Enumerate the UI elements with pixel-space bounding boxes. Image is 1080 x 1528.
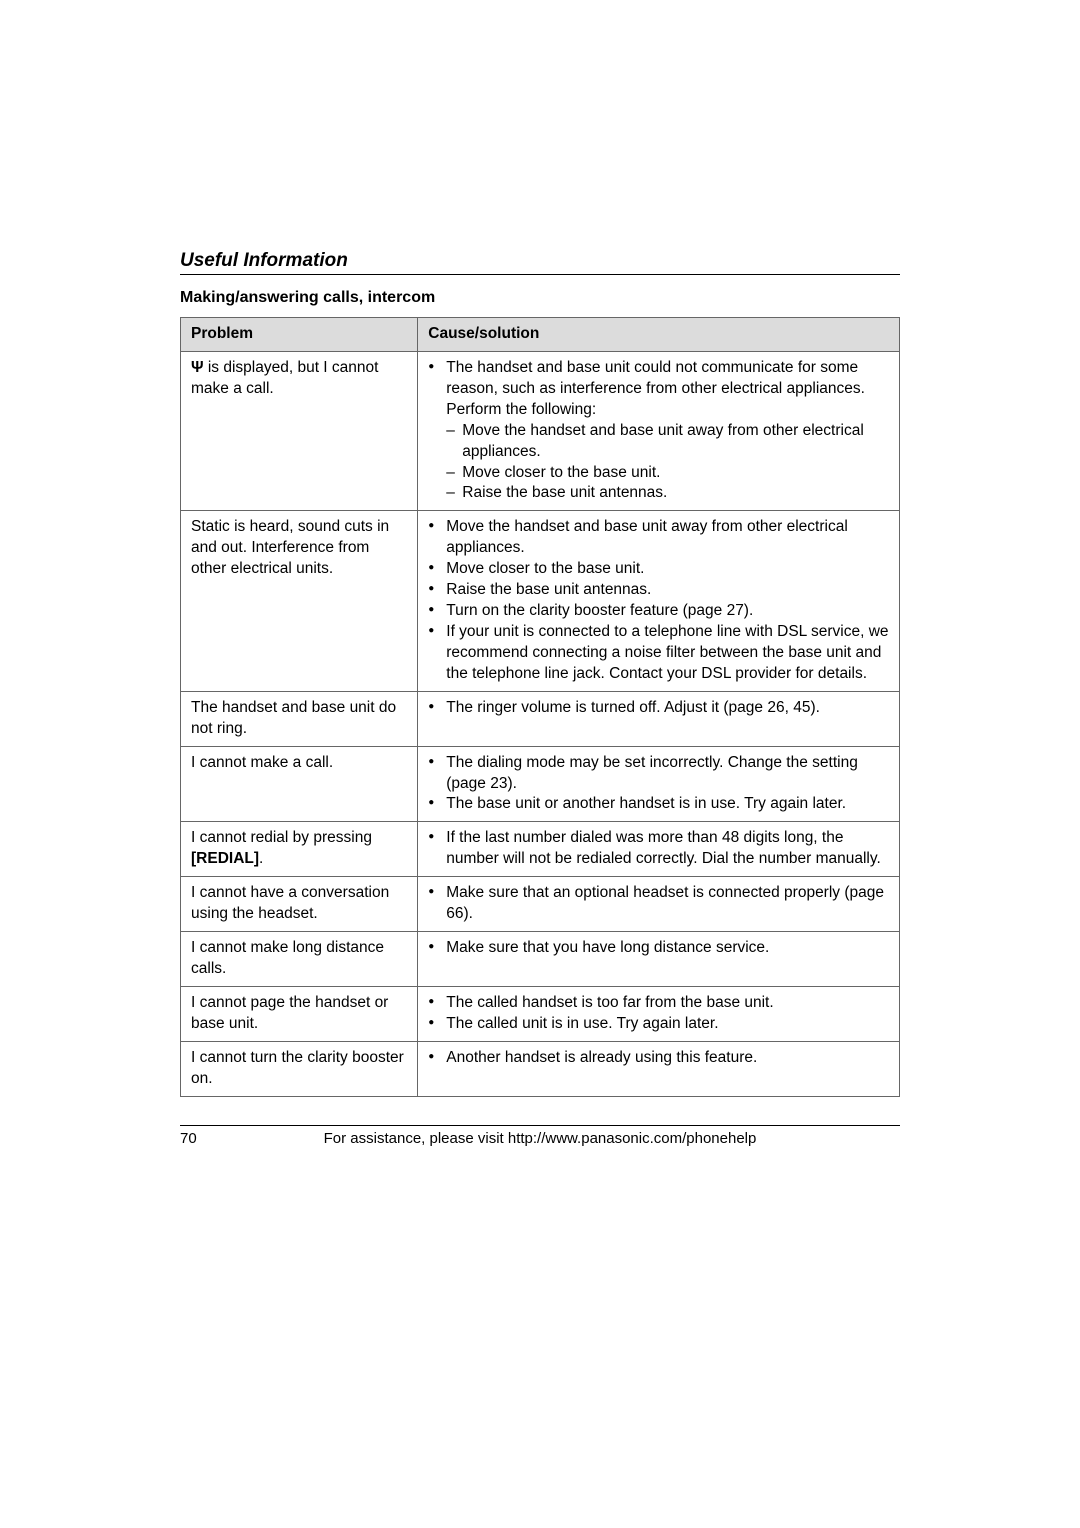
bullet: Make sure that you have long distance se… [428, 938, 889, 959]
bullet: Move closer to the base unit. [428, 559, 889, 580]
bullet: Move the handset and base unit away from… [428, 517, 889, 559]
header-cause: Cause/solution [418, 318, 900, 352]
bullet: The ringer volume is turned off. Adjust … [428, 698, 889, 719]
table-header-row: Problem Cause/solution [181, 318, 900, 352]
troubleshooting-table: Problem Cause/solution Ψ is displayed, b… [180, 317, 900, 1097]
redial-key: [REDIAL] [191, 850, 259, 867]
subheading: Making/answering calls, intercom [180, 289, 900, 307]
problem-text: is displayed, but I cannot make a call. [191, 359, 378, 397]
bullet: The base unit or another handset is in u… [428, 794, 889, 815]
table-row: I cannot redial by pressing [REDIAL]. If… [181, 822, 900, 877]
cause-cell: The called handset is too far from the b… [418, 986, 900, 1041]
table-row: I cannot page the handset or base unit. … [181, 986, 900, 1041]
cause-cell: Make sure that you have long distance se… [418, 932, 900, 987]
cause-cell: The ringer volume is turned off. Adjust … [418, 691, 900, 746]
table-row: The handset and base unit do not ring. T… [181, 691, 900, 746]
bullet-text: The handset and base unit could not comm… [446, 359, 865, 418]
sub-bullet: Move closer to the base unit. [446, 463, 889, 484]
problem-cell: Ψ is displayed, but I cannot make a call… [181, 351, 418, 510]
cause-cell: If the last number dialed was more than … [418, 822, 900, 877]
problem-cell: I cannot page the handset or base unit. [181, 986, 418, 1041]
bullet: Turn on the clarity booster feature (pag… [428, 601, 889, 622]
bullet: Make sure that an optional headset is co… [428, 883, 889, 925]
bullet: Raise the base unit antennas. [428, 580, 889, 601]
cause-cell: The handset and base unit could not comm… [418, 351, 900, 510]
bullet: The dialing mode may be set incorrectly.… [428, 753, 889, 795]
table-row: I cannot make long distance calls. Make … [181, 932, 900, 987]
bullet: Another handset is already using this fe… [428, 1048, 889, 1069]
cause-cell: The dialing mode may be set incorrectly.… [418, 746, 900, 822]
table-row: I cannot turn the clarity booster on. An… [181, 1041, 900, 1096]
cause-cell: Another handset is already using this fe… [418, 1041, 900, 1096]
problem-prefix: I cannot redial by pressing [191, 829, 372, 846]
footer: 70 For assistance, please visit http://w… [180, 1125, 900, 1147]
problem-cell: Static is heard, sound cuts in and out. … [181, 511, 418, 691]
problem-cell: The handset and base unit do not ring. [181, 691, 418, 746]
table-row: Static is heard, sound cuts in and out. … [181, 511, 900, 691]
page-content: Useful Information Making/answering call… [180, 250, 900, 1147]
problem-cell: I cannot make a call. [181, 746, 418, 822]
header-problem: Problem [181, 318, 418, 352]
cause-cell: Move the handset and base unit away from… [418, 511, 900, 691]
sub-bullet: Raise the base unit antennas. [446, 483, 889, 504]
bullet: The handset and base unit could not comm… [428, 358, 889, 504]
table-row: Ψ is displayed, but I cannot make a call… [181, 351, 900, 510]
table-row: I cannot have a conversation using the h… [181, 877, 900, 932]
section-title: Useful Information [180, 250, 900, 275]
bullet: If your unit is connected to a telephone… [428, 622, 889, 685]
problem-cell: I cannot make long distance calls. [181, 932, 418, 987]
antenna-icon: Ψ [191, 358, 204, 379]
problem-cell: I cannot have a conversation using the h… [181, 877, 418, 932]
cause-cell: Make sure that an optional headset is co… [418, 877, 900, 932]
footer-text: For assistance, please visit http://www.… [180, 1130, 900, 1147]
table-row: I cannot make a call. The dialing mode m… [181, 746, 900, 822]
bullet: If the last number dialed was more than … [428, 828, 889, 870]
problem-cell: I cannot turn the clarity booster on. [181, 1041, 418, 1096]
bullet: The called unit is in use. Try again lat… [428, 1014, 889, 1035]
problem-suffix: . [259, 850, 263, 867]
bullet: The called handset is too far from the b… [428, 993, 889, 1014]
problem-cell: I cannot redial by pressing [REDIAL]. [181, 822, 418, 877]
sub-bullet: Move the handset and base unit away from… [446, 421, 889, 463]
